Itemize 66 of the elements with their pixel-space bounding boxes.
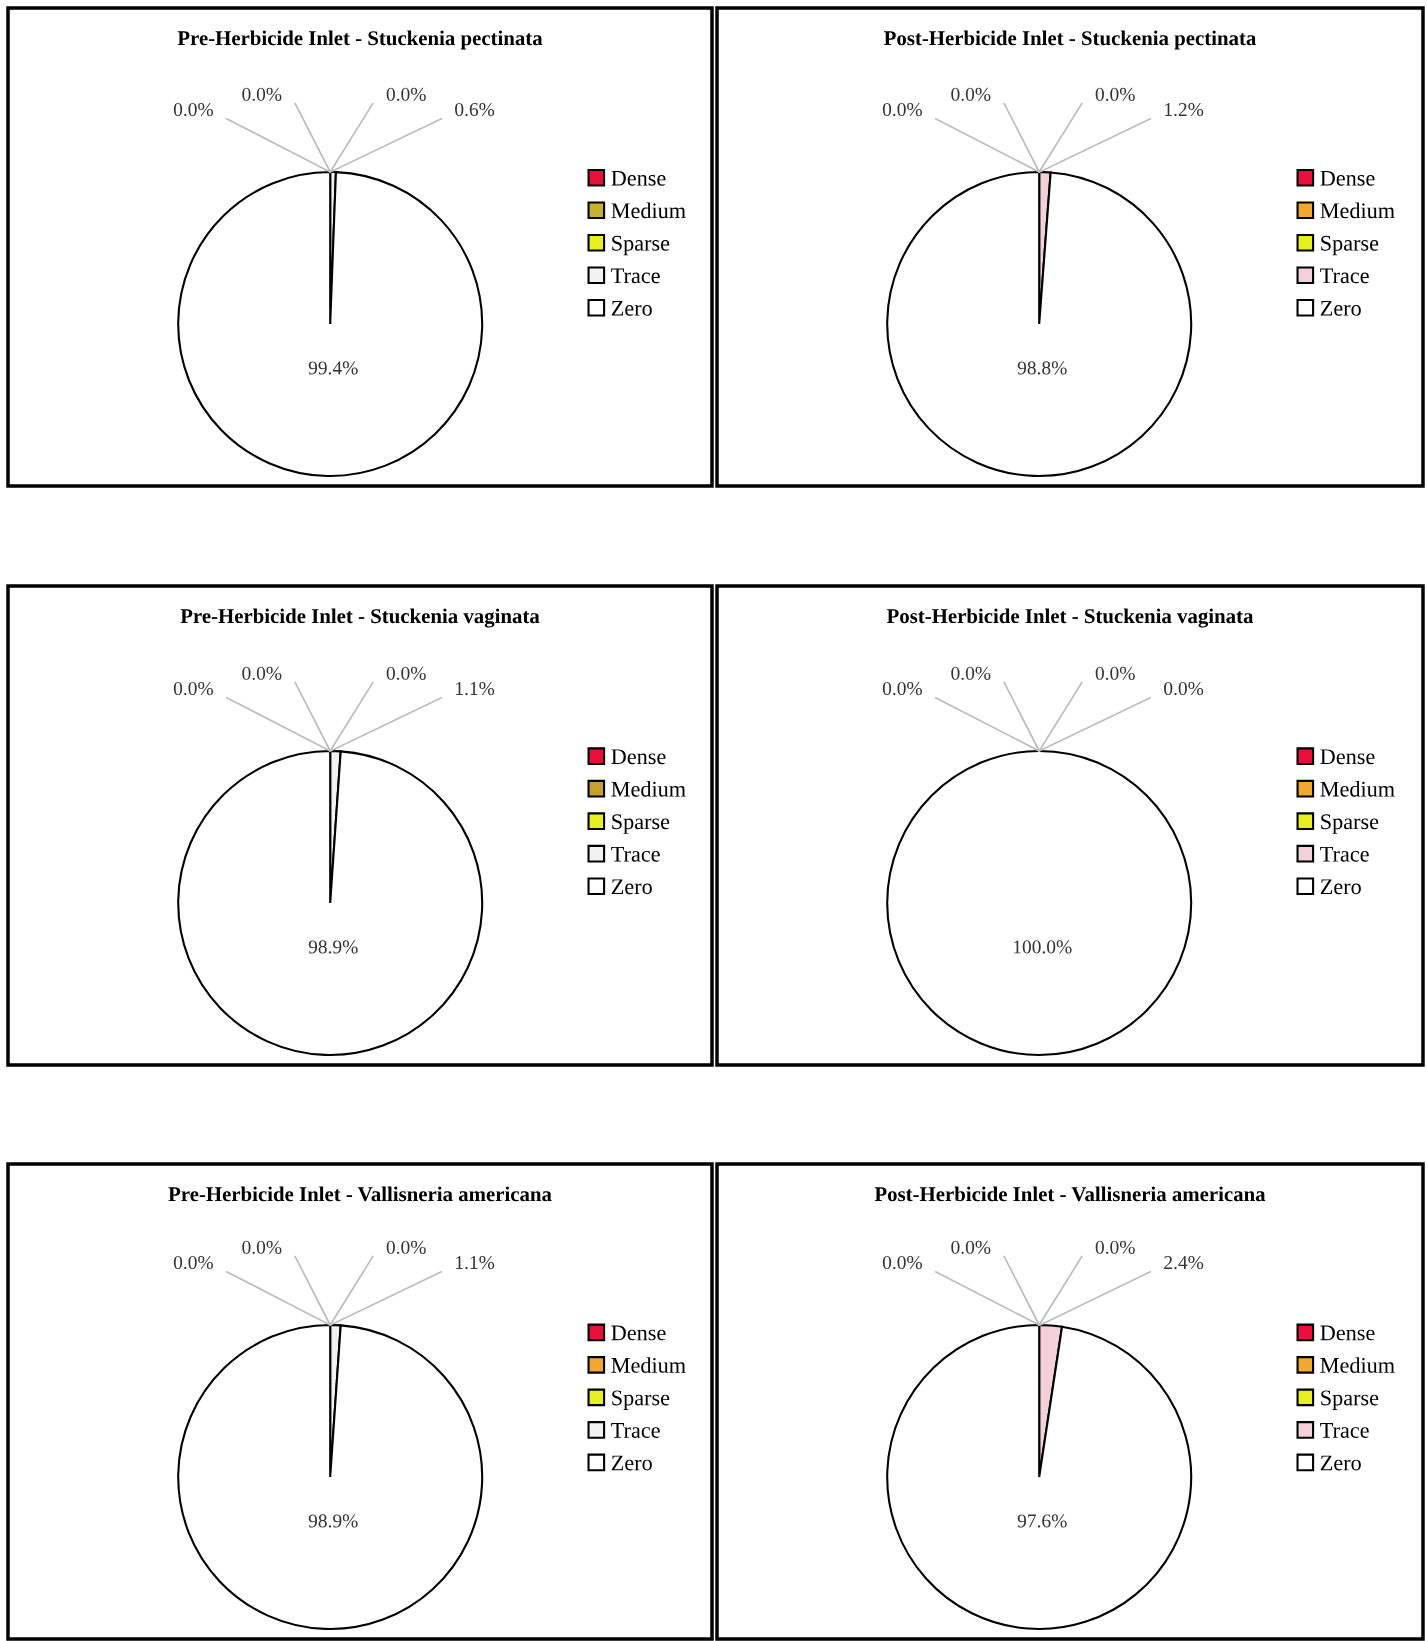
text: 0.0% xyxy=(242,1240,282,1254)
legend-label: Medium xyxy=(1320,202,1395,219)
data-label: 0.6% xyxy=(455,102,495,117)
text: 0.0% xyxy=(951,1240,991,1254)
text: 0.0% xyxy=(173,102,213,117)
legend-label: Dense xyxy=(611,1325,666,1341)
text: 0.0% xyxy=(1095,666,1135,680)
chart-title: Pre-Herbicide Inlet - Stuckenia pectinata xyxy=(177,30,543,50)
data-label: 1.2% xyxy=(1165,102,1204,117)
data-label: 100.0% xyxy=(1013,940,1072,954)
text: 0.0% xyxy=(951,87,991,101)
legend-label: Zero xyxy=(611,300,652,316)
legend-label: Trace xyxy=(611,1423,660,1438)
legend-label: Sparse xyxy=(612,1390,670,1410)
legend-label: Zero xyxy=(1320,1455,1361,1471)
text: 0.0% xyxy=(386,87,426,101)
legend-label: Sparse xyxy=(1321,814,1379,834)
text: 0.0% xyxy=(242,666,282,680)
legend-label: Sparse xyxy=(1321,235,1379,256)
legend-label: Trace xyxy=(1320,846,1369,862)
data-label: 98.9% xyxy=(308,940,358,954)
text: 0.0% xyxy=(386,1240,426,1254)
chart-title: Post-Herbicide Inlet - Vallisneria americana xyxy=(874,1186,1266,1202)
data-label: 2.4% xyxy=(1164,1255,1204,1270)
chart-title: Post-Herbicide Inlet - Stuckenia pectinata xyxy=(884,30,1257,50)
data-label: 97.6% xyxy=(1017,1514,1067,1528)
text: 0.0% xyxy=(882,102,922,117)
legend-label: Dense xyxy=(611,749,666,765)
legend-label: Medium xyxy=(611,1357,686,1373)
legend-label: Zero xyxy=(1320,300,1361,316)
legend-label: Trace xyxy=(1320,268,1369,284)
text: 0.0% xyxy=(173,1255,213,1270)
chart-title: Pre-Herbicide Inlet - Stuckenia vaginata xyxy=(180,608,540,628)
data-label: 98.8% xyxy=(1017,361,1067,375)
legend-label: Sparse xyxy=(612,814,670,834)
chart-title: Post-Herbicide Inlet - Stuckenia vaginata xyxy=(886,608,1254,628)
legend-label: Dense xyxy=(611,170,666,186)
legend-label: Dense xyxy=(1320,170,1375,186)
text: 0.0% xyxy=(386,666,426,680)
legend-label: Dense xyxy=(1320,1325,1375,1341)
legend-label: Medium xyxy=(1320,1357,1395,1373)
data-label: 1.1% xyxy=(456,681,495,696)
legend-label: Trace xyxy=(611,846,660,862)
text: 0.0% xyxy=(242,87,282,101)
legend-label: Medium xyxy=(611,781,686,797)
legend-label: Zero xyxy=(1320,879,1361,895)
legend-label: Zero xyxy=(611,1455,652,1471)
data-label: 1.1% xyxy=(456,1255,495,1270)
text: 0.0% xyxy=(882,681,922,696)
data-label: 99.4% xyxy=(308,361,358,375)
legend-label: Trace xyxy=(611,268,660,284)
text: 0.0% xyxy=(173,681,213,696)
text: 0.0% xyxy=(1095,87,1135,101)
text: 0.0% xyxy=(1095,1240,1135,1254)
text: 0.0% xyxy=(1164,681,1204,696)
chart-title: Pre-Herbicide Inlet - Vallisneria americana xyxy=(168,1186,552,1202)
legend-label: Medium xyxy=(611,202,686,219)
legend-label: Sparse xyxy=(1321,1390,1379,1410)
text: 0.0% xyxy=(882,1255,922,1270)
legend-label: Zero xyxy=(611,879,652,895)
legend-label: Medium xyxy=(1320,781,1395,797)
legend-label: Dense xyxy=(1320,749,1375,765)
legend-label: Trace xyxy=(1320,1423,1369,1438)
data-label: 98.9% xyxy=(308,1514,358,1528)
text: 0.0% xyxy=(951,666,991,680)
legend-label: Sparse xyxy=(612,235,670,256)
